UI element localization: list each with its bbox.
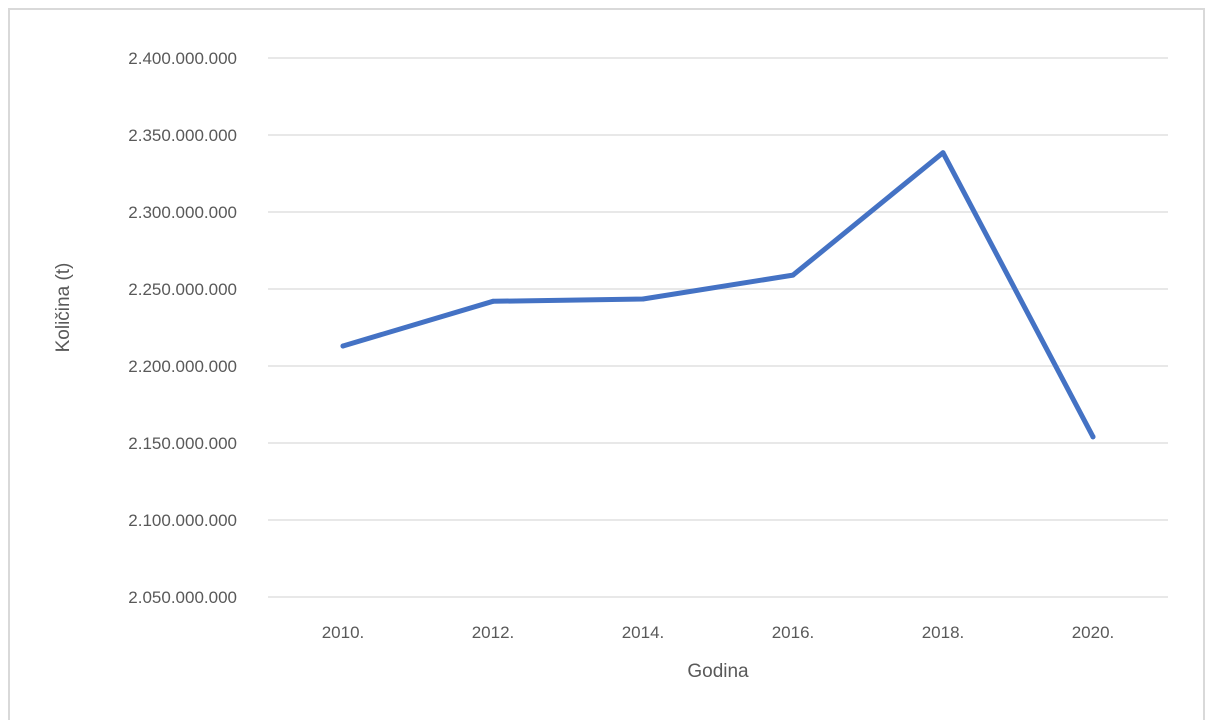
y-tick-label: 2.150.000.000 (128, 434, 237, 453)
data-point (1090, 434, 1096, 440)
y-tick-label: 2.200.000.000 (128, 357, 237, 376)
y-tick-label: 2.250.000.000 (128, 280, 237, 299)
data-point (790, 272, 796, 278)
x-axis-title: Godina (687, 661, 749, 682)
chart-frame (8, 8, 1205, 720)
x-tick-label: 2010. (322, 623, 365, 642)
x-tick-label: 2012. (472, 623, 515, 642)
series-line (340, 150, 1096, 440)
y-tick-label: 2.350.000.000 (128, 126, 237, 145)
y-tick-label: 2.100.000.000 (128, 511, 237, 530)
x-tick-label: 2020. (1072, 623, 1115, 642)
y-tick-label: 2.050.000.000 (128, 588, 237, 607)
y-axis-title: Količina (t) (53, 263, 74, 353)
x-tick-label: 2014. (622, 623, 665, 642)
y-tick-label: 2.400.000.000 (128, 49, 237, 68)
data-point (940, 150, 946, 156)
series-layer (340, 150, 1096, 440)
x-tick-label: 2018. (922, 623, 965, 642)
data-point (490, 298, 496, 304)
data-point (340, 343, 346, 349)
data-point (640, 296, 646, 302)
x-tick-label: 2016. (772, 623, 815, 642)
y-tick-label: 2.300.000.000 (128, 203, 237, 222)
y-axis-ticks: 2.050.000.000 2.100.000.000 2.150.000.000 2… (128, 49, 237, 607)
x-axis-ticks: 2010. 2012. 2014. 2016. 2018. 2020. (322, 623, 1115, 642)
